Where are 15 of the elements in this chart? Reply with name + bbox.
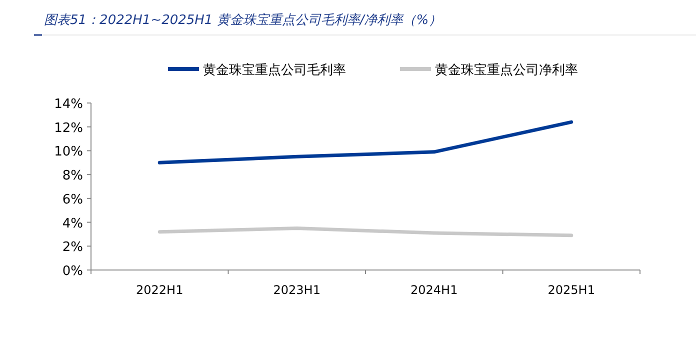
y-tick-label: 8% xyxy=(62,168,83,184)
y-tick-label: 4% xyxy=(62,216,83,232)
y-tick-label: 10% xyxy=(54,144,83,160)
y-tick-label: 6% xyxy=(62,192,83,208)
x-tick-label: 2022H1 xyxy=(136,283,184,297)
y-tick-label: 2% xyxy=(62,240,83,256)
y-tick-label: 12% xyxy=(54,120,83,136)
legend-label: 黄金珠宝重点公司净利率 xyxy=(435,62,578,78)
y-tick-label: 0% xyxy=(62,264,83,279)
x-tick-label: 2024H1 xyxy=(410,283,458,297)
y-tick-label: 14% xyxy=(54,97,83,112)
x-tick-label: 2023H1 xyxy=(273,283,320,297)
title: 图表51：2022H1~2025H1 黄金珠宝重点公司毛利率/净利率（%） xyxy=(44,13,442,28)
x-tick-label: 2025H1 xyxy=(548,283,595,297)
legend-label: 黄金珠宝重点公司毛利率 xyxy=(203,62,346,78)
